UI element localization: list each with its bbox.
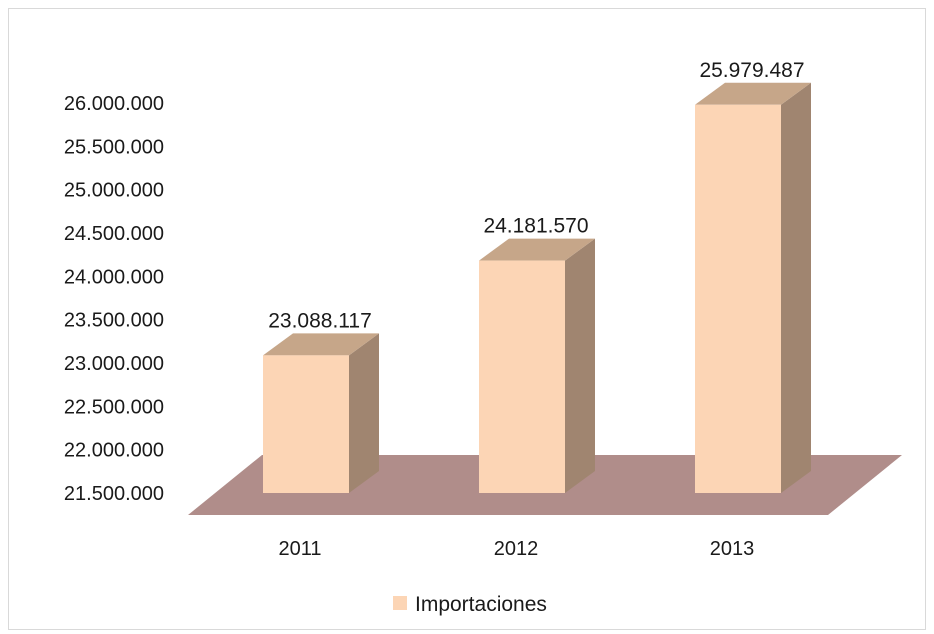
bar-front — [263, 355, 349, 493]
y-tick-label: 26.000.000 — [64, 93, 164, 115]
bar-top — [695, 82, 811, 105]
bar-side — [565, 238, 595, 493]
bar-side — [349, 333, 379, 493]
legend-label-importaciones: Importaciones — [415, 593, 547, 616]
bar-front — [695, 104, 781, 493]
bar-front — [479, 260, 565, 493]
y-tick-label: 23.500.000 — [64, 310, 164, 332]
legend-swatch — [393, 596, 407, 610]
chart-svg: 21.500.000 22.000.000 22.500.000 23.000.000… — [64, 59, 902, 616]
y-tick-label: 23.000.000 — [64, 353, 164, 375]
y-tick-label: 21.500.000 — [64, 483, 164, 505]
chart-frame: 21.500.000 22.000.000 22.500.000 23.000.000… — [8, 8, 926, 630]
bar-2013 — [695, 82, 811, 493]
bar-2011 — [263, 333, 379, 493]
x-category-label: 2013 — [710, 538, 755, 560]
y-tick-label: 24.000.000 — [64, 266, 164, 288]
bar-side — [781, 82, 811, 493]
y-tick-label: 24.500.000 — [64, 223, 164, 245]
bar-top — [479, 238, 595, 261]
x-category-label: 2011 — [278, 538, 321, 560]
y-tick-label: 22.500.000 — [64, 396, 164, 418]
data-label: 25.979.487 — [699, 59, 804, 82]
bar-top — [263, 333, 379, 356]
y-tick-label: 25.500.000 — [64, 136, 164, 158]
data-label: 24.181.570 — [483, 215, 588, 238]
bar-2012 — [479, 238, 595, 493]
y-tick-label: 25.000.000 — [64, 180, 164, 202]
y-tick-label: 22.000.000 — [64, 440, 164, 462]
x-category-label: 2012 — [494, 538, 539, 560]
data-label: 23.088.117 — [268, 309, 372, 332]
